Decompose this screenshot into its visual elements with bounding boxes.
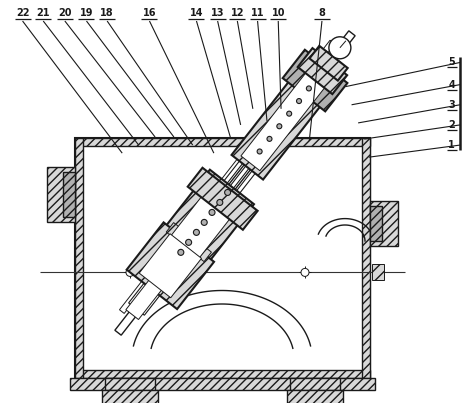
Polygon shape xyxy=(135,56,335,310)
Circle shape xyxy=(201,219,207,225)
Polygon shape xyxy=(188,168,258,230)
Text: 13: 13 xyxy=(211,8,224,18)
Polygon shape xyxy=(241,69,328,171)
Text: 21: 21 xyxy=(37,8,50,18)
Text: 11: 11 xyxy=(251,8,264,18)
Polygon shape xyxy=(127,222,214,309)
Text: 22: 22 xyxy=(16,8,29,18)
Polygon shape xyxy=(166,222,212,262)
Polygon shape xyxy=(75,138,370,146)
Polygon shape xyxy=(75,370,370,378)
Polygon shape xyxy=(119,40,335,314)
Polygon shape xyxy=(362,138,370,378)
Text: 8: 8 xyxy=(319,8,325,18)
Polygon shape xyxy=(115,31,355,335)
Polygon shape xyxy=(75,138,83,378)
Polygon shape xyxy=(298,48,347,94)
Polygon shape xyxy=(63,172,75,217)
Text: 20: 20 xyxy=(58,8,71,18)
Text: 18: 18 xyxy=(101,8,114,18)
Polygon shape xyxy=(47,167,75,222)
Text: 16: 16 xyxy=(143,8,156,18)
Circle shape xyxy=(301,268,309,276)
Polygon shape xyxy=(370,206,382,241)
Polygon shape xyxy=(287,390,343,403)
Circle shape xyxy=(287,111,292,116)
Polygon shape xyxy=(139,234,202,298)
Circle shape xyxy=(257,149,262,154)
Bar xyxy=(372,264,384,280)
Circle shape xyxy=(297,99,302,104)
Circle shape xyxy=(209,210,215,216)
Polygon shape xyxy=(75,138,370,378)
Polygon shape xyxy=(70,378,375,390)
Circle shape xyxy=(126,268,134,276)
Polygon shape xyxy=(129,51,329,305)
Circle shape xyxy=(277,124,282,129)
Circle shape xyxy=(225,189,231,195)
Polygon shape xyxy=(102,390,158,403)
Polygon shape xyxy=(290,378,340,390)
Polygon shape xyxy=(232,60,337,180)
Circle shape xyxy=(186,239,192,245)
Text: 1: 1 xyxy=(448,140,455,150)
Circle shape xyxy=(178,249,184,256)
Text: 3: 3 xyxy=(448,100,455,110)
Polygon shape xyxy=(141,60,341,315)
Polygon shape xyxy=(370,201,398,246)
Text: 14: 14 xyxy=(190,8,203,18)
Circle shape xyxy=(217,199,223,206)
Text: 10: 10 xyxy=(272,8,285,18)
Polygon shape xyxy=(197,183,242,222)
Circle shape xyxy=(267,136,272,141)
Text: 2: 2 xyxy=(448,120,455,130)
Circle shape xyxy=(306,86,312,91)
Polygon shape xyxy=(105,378,155,390)
Circle shape xyxy=(194,229,199,235)
Polygon shape xyxy=(126,275,165,320)
Text: 5: 5 xyxy=(448,58,455,67)
Polygon shape xyxy=(165,180,243,265)
Polygon shape xyxy=(155,170,254,275)
Text: 12: 12 xyxy=(231,8,244,18)
Circle shape xyxy=(329,37,351,59)
Polygon shape xyxy=(282,50,347,111)
Polygon shape xyxy=(309,46,348,81)
Text: 19: 19 xyxy=(80,8,93,18)
Text: 4: 4 xyxy=(448,80,455,89)
